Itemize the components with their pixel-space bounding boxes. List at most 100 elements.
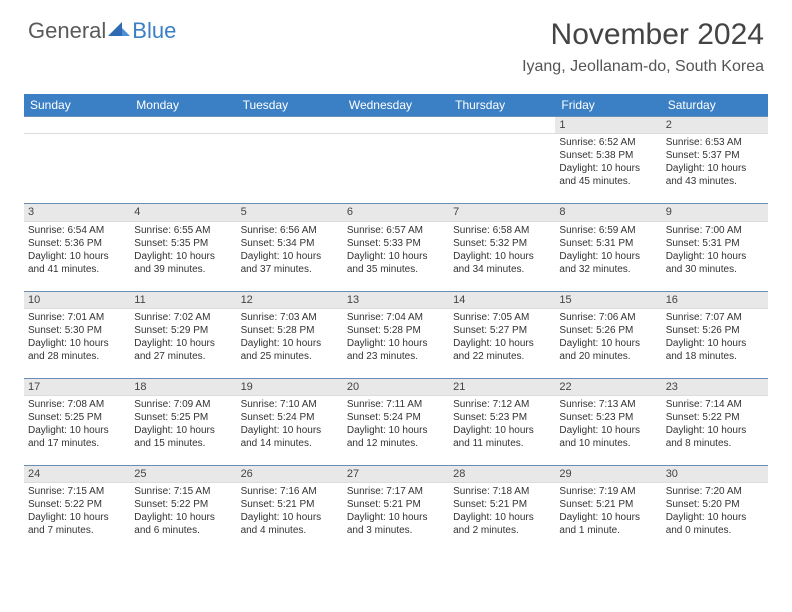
day-dl2: and 2 minutes. [453, 524, 551, 537]
weekday-header: Thursday [449, 94, 555, 117]
day-info-cell: Sunrise: 7:03 AMSunset: 5:28 PMDaylight:… [237, 308, 343, 378]
day-ss: Sunset: 5:22 PM [134, 498, 232, 511]
day-dl2: and 7 minutes. [28, 524, 126, 537]
day-info-cell: Sunrise: 6:53 AMSunset: 5:37 PMDaylight:… [662, 134, 768, 204]
day-dl2: and 45 minutes. [559, 175, 657, 188]
day-sr: Sunrise: 7:20 AM [666, 485, 764, 498]
day-dl2: and 35 minutes. [347, 263, 445, 276]
weekday-header: Saturday [662, 94, 768, 117]
day-info-cell [343, 134, 449, 204]
calendar-table: Sunday Monday Tuesday Wednesday Thursday… [24, 94, 768, 553]
day-sr: Sunrise: 6:56 AM [241, 224, 339, 237]
day-sr: Sunrise: 7:06 AM [559, 311, 657, 324]
day-info-cell: Sunrise: 7:16 AMSunset: 5:21 PMDaylight:… [237, 483, 343, 553]
day-ss: Sunset: 5:30 PM [28, 324, 126, 337]
day-info-cell: Sunrise: 6:59 AMSunset: 5:31 PMDaylight:… [555, 221, 661, 291]
day-dl2: and 15 minutes. [134, 437, 232, 450]
day-number-cell: 23 [662, 378, 768, 395]
day-number-cell: 6 [343, 204, 449, 221]
day-ss: Sunset: 5:20 PM [666, 498, 764, 511]
day-sr: Sunrise: 7:08 AM [28, 398, 126, 411]
day-dl2: and 11 minutes. [453, 437, 551, 450]
day-info-cell: Sunrise: 7:14 AMSunset: 5:22 PMDaylight:… [662, 396, 768, 466]
day-info-cell [24, 134, 130, 204]
day-ss: Sunset: 5:37 PM [666, 149, 764, 162]
day-info-cell: Sunrise: 7:10 AMSunset: 5:24 PMDaylight:… [237, 396, 343, 466]
day-number-cell: 12 [237, 291, 343, 308]
day-number-cell: 21 [449, 378, 555, 395]
day-info-cell: Sunrise: 7:17 AMSunset: 5:21 PMDaylight:… [343, 483, 449, 553]
day-dl1: Daylight: 10 hours [666, 250, 764, 263]
day-info-cell [237, 134, 343, 204]
day-number-cell: 10 [24, 291, 130, 308]
day-number-cell: 24 [24, 466, 130, 483]
day-number-cell: 1 [555, 117, 661, 134]
day-dl2: and 39 minutes. [134, 263, 232, 276]
day-ss: Sunset: 5:24 PM [241, 411, 339, 424]
day-number-cell [449, 117, 555, 134]
day-sr: Sunrise: 7:13 AM [559, 398, 657, 411]
day-sr: Sunrise: 6:57 AM [347, 224, 445, 237]
day-number-row: 24252627282930 [24, 466, 768, 483]
day-info-cell: Sunrise: 7:11 AMSunset: 5:24 PMDaylight:… [343, 396, 449, 466]
day-dl1: Daylight: 10 hours [347, 250, 445, 263]
day-info-row: Sunrise: 6:52 AMSunset: 5:38 PMDaylight:… [24, 134, 768, 204]
day-sr: Sunrise: 7:11 AM [347, 398, 445, 411]
day-dl2: and 1 minute. [559, 524, 657, 537]
day-dl2: and 23 minutes. [347, 350, 445, 363]
day-number-cell: 2 [662, 117, 768, 134]
day-number-cell: 30 [662, 466, 768, 483]
day-sr: Sunrise: 7:05 AM [453, 311, 551, 324]
title-block: November 2024 Iyang, Jeollanam-do, South… [522, 18, 764, 76]
logo: General Blue [28, 18, 176, 44]
day-number-row: 12 [24, 117, 768, 134]
day-dl2: and 12 minutes. [347, 437, 445, 450]
day-ss: Sunset: 5:38 PM [559, 149, 657, 162]
day-dl1: Daylight: 10 hours [347, 337, 445, 350]
day-number-cell: 28 [449, 466, 555, 483]
day-info-cell: Sunrise: 6:57 AMSunset: 5:33 PMDaylight:… [343, 221, 449, 291]
day-dl1: Daylight: 10 hours [559, 250, 657, 263]
day-ss: Sunset: 5:22 PM [28, 498, 126, 511]
day-dl1: Daylight: 10 hours [453, 250, 551, 263]
day-dl1: Daylight: 10 hours [134, 337, 232, 350]
day-dl2: and 4 minutes. [241, 524, 339, 537]
day-dl2: and 6 minutes. [134, 524, 232, 537]
day-ss: Sunset: 5:26 PM [559, 324, 657, 337]
day-dl1: Daylight: 10 hours [666, 424, 764, 437]
day-info-cell: Sunrise: 7:15 AMSunset: 5:22 PMDaylight:… [24, 483, 130, 553]
day-sr: Sunrise: 6:55 AM [134, 224, 232, 237]
day-dl1: Daylight: 10 hours [134, 511, 232, 524]
day-info-cell: Sunrise: 6:58 AMSunset: 5:32 PMDaylight:… [449, 221, 555, 291]
day-ss: Sunset: 5:21 PM [453, 498, 551, 511]
day-sr: Sunrise: 7:16 AM [241, 485, 339, 498]
day-number-cell: 5 [237, 204, 343, 221]
day-dl1: Daylight: 10 hours [28, 337, 126, 350]
day-sr: Sunrise: 7:03 AM [241, 311, 339, 324]
day-number-cell [24, 117, 130, 134]
day-number-cell: 3 [24, 204, 130, 221]
day-ss: Sunset: 5:21 PM [559, 498, 657, 511]
day-dl2: and 20 minutes. [559, 350, 657, 363]
day-number-cell: 20 [343, 378, 449, 395]
day-sr: Sunrise: 6:54 AM [28, 224, 126, 237]
logo-text-general: General [28, 18, 106, 44]
day-info-cell: Sunrise: 7:08 AMSunset: 5:25 PMDaylight:… [24, 396, 130, 466]
day-dl1: Daylight: 10 hours [241, 424, 339, 437]
day-dl1: Daylight: 10 hours [134, 424, 232, 437]
day-ss: Sunset: 5:25 PM [134, 411, 232, 424]
weekday-header: Monday [130, 94, 236, 117]
day-ss: Sunset: 5:28 PM [347, 324, 445, 337]
day-number-cell: 15 [555, 291, 661, 308]
day-number-row: 10111213141516 [24, 291, 768, 308]
day-dl1: Daylight: 10 hours [241, 511, 339, 524]
day-number-cell: 13 [343, 291, 449, 308]
day-number-row: 17181920212223 [24, 378, 768, 395]
day-sr: Sunrise: 7:00 AM [666, 224, 764, 237]
day-info-cell: Sunrise: 7:15 AMSunset: 5:22 PMDaylight:… [130, 483, 236, 553]
day-ss: Sunset: 5:22 PM [666, 411, 764, 424]
day-dl1: Daylight: 10 hours [559, 424, 657, 437]
weekday-header: Friday [555, 94, 661, 117]
day-dl1: Daylight: 10 hours [241, 250, 339, 263]
day-ss: Sunset: 5:21 PM [241, 498, 339, 511]
